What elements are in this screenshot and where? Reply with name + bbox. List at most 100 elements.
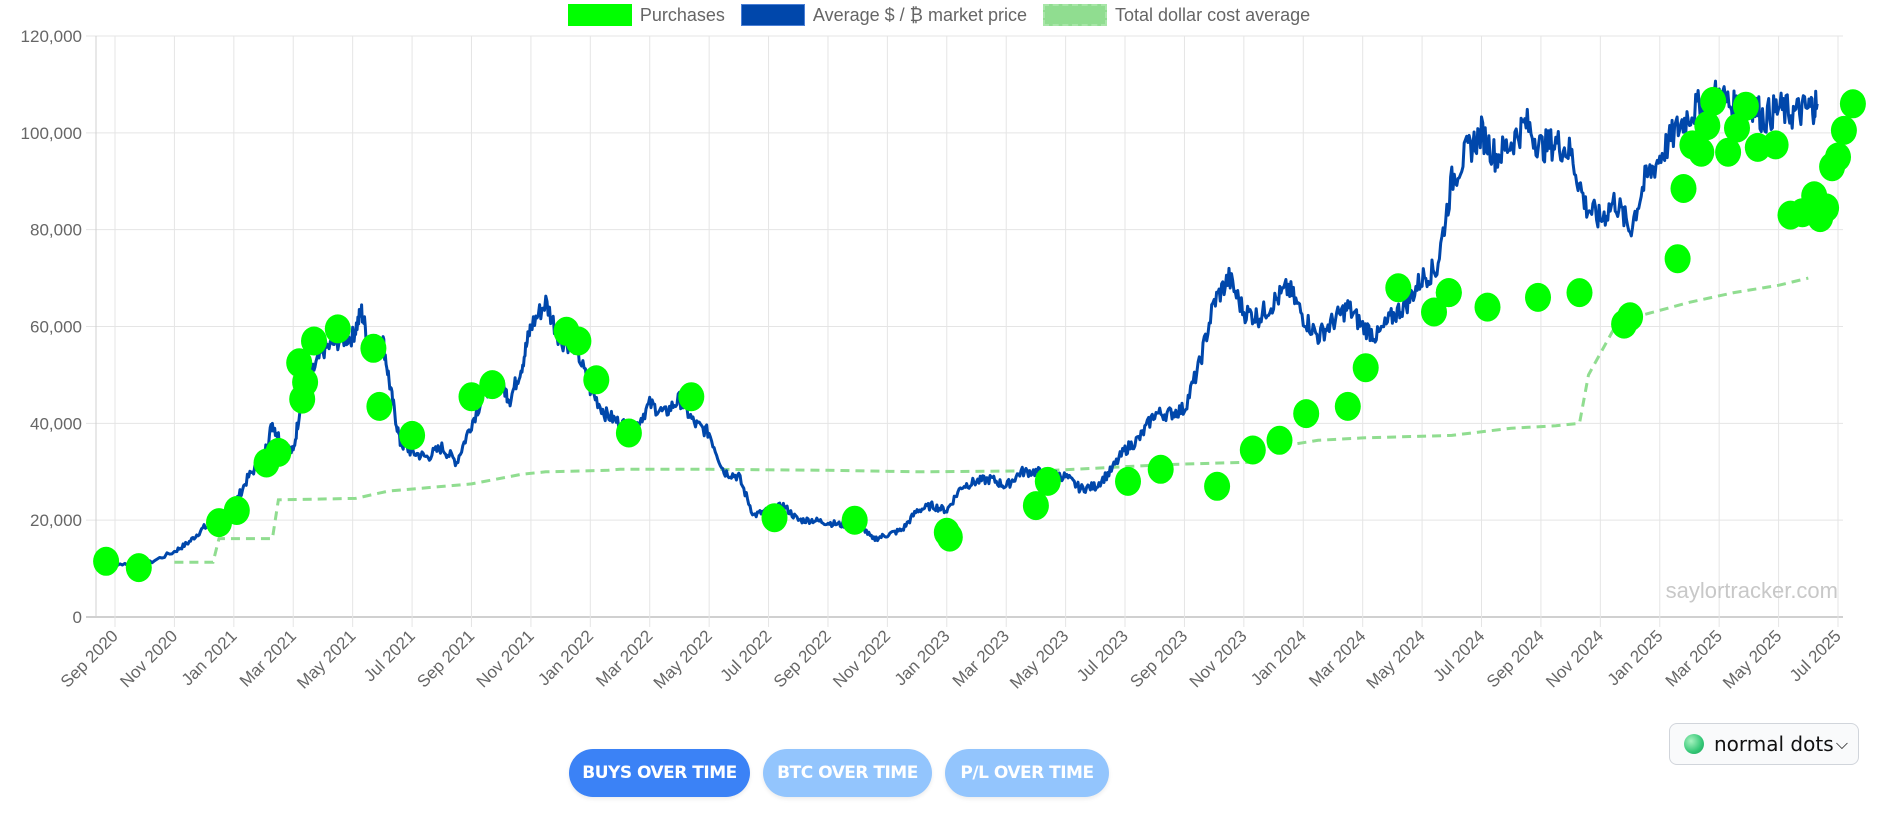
purchase-dot[interactable] xyxy=(1670,174,1697,203)
dot-style-dropdown[interactable]: normal dots ⌵ xyxy=(1669,723,1859,765)
purchase-dot[interactable] xyxy=(1204,471,1231,501)
legend-item-purchases[interactable]: Purchases xyxy=(567,4,725,26)
purchase-dot[interactable] xyxy=(583,365,610,395)
purchase-dot[interactable] xyxy=(1688,137,1715,167)
legend-item-avg-price[interactable]: Average $ / ₿ market price xyxy=(740,4,1028,26)
legend-label-dca: Total dollar cost average xyxy=(1115,4,1311,25)
purchase-dot[interactable] xyxy=(1700,86,1727,116)
legend-item-dca[interactable]: Total dollar cost average xyxy=(1043,4,1310,26)
purchase-dots[interactable] xyxy=(93,86,1866,583)
purchase-dot[interactable] xyxy=(1566,278,1593,308)
x-tick-label: Mar 2025 xyxy=(1662,626,1726,690)
purchase-dot[interactable] xyxy=(1474,292,1501,322)
y-tick-label: 0 xyxy=(73,608,82,627)
chevron-down-icon: ⌵ xyxy=(1835,734,1848,753)
dca-swatch-icon xyxy=(1043,4,1108,26)
purchase-dot[interactable] xyxy=(1762,130,1789,160)
purchase-dot[interactable] xyxy=(1147,454,1174,484)
purchase-dot[interactable] xyxy=(1724,113,1750,143)
purchase-dot[interactable] xyxy=(1293,399,1320,429)
x-tick-label: Nov 2023 xyxy=(1186,626,1251,691)
y-tick-label: 100,000 xyxy=(21,124,82,143)
purchase-dot[interactable] xyxy=(1022,491,1049,521)
purchase-dot[interactable] xyxy=(399,420,426,450)
x-tick-label: May 2023 xyxy=(1006,626,1072,692)
x-tick-label: Nov 2022 xyxy=(829,626,894,691)
y-tick-label: 120,000 xyxy=(21,27,82,46)
green-ball-icon xyxy=(1684,734,1704,754)
x-tick-label: Jan 2021 xyxy=(178,626,241,689)
purchase-dot[interactable] xyxy=(223,496,250,525)
purchase-dot[interactable] xyxy=(1664,244,1691,274)
chart-grid xyxy=(86,35,1843,627)
purchase-dot[interactable] xyxy=(1617,302,1644,332)
purchase-dot[interactable] xyxy=(841,505,868,535)
purchase-dot[interactable] xyxy=(1694,111,1721,141)
x-tick-label: Jul 2023 xyxy=(1073,626,1132,685)
purchase-dot[interactable] xyxy=(1239,435,1266,465)
purchase-dot[interactable] xyxy=(936,522,963,552)
purchase-dot[interactable] xyxy=(1825,142,1851,172)
btc-over-time-button[interactable]: BTC OVER TIME xyxy=(763,749,932,797)
watermark: saylortracker.com xyxy=(1666,578,1838,603)
purchase-dot[interactable] xyxy=(125,553,152,583)
x-tick-label: Mar 2021 xyxy=(236,626,300,690)
purchase-dot[interactable] xyxy=(366,391,393,421)
y-tick-label: 80,000 xyxy=(30,221,82,240)
x-tick-label: Jan 2025 xyxy=(1604,626,1667,689)
x-tick-label: Sep 2021 xyxy=(413,626,478,691)
purchase-dot[interactable] xyxy=(1839,89,1866,119)
price-chart[interactable]: 020,00040,00060,00080,000100,000120,000 … xyxy=(0,0,1878,720)
x-tick-label: Nov 2020 xyxy=(116,626,181,691)
purchase-dot[interactable] xyxy=(1435,278,1462,308)
purchase-dot[interactable] xyxy=(93,546,120,576)
purchase-dot[interactable] xyxy=(615,418,642,448)
legend-label-avg-price: Average $ / ₿ market price xyxy=(812,4,1028,25)
purchase-dot[interactable] xyxy=(360,333,387,363)
x-tick-label: Mar 2023 xyxy=(949,626,1013,690)
purchase-dot[interactable] xyxy=(292,367,319,397)
x-tick-label: Mar 2022 xyxy=(592,626,656,690)
purchase-dot[interactable] xyxy=(1115,466,1141,496)
pl-over-time-button[interactable]: P/L OVER TIME xyxy=(945,749,1109,797)
x-tick-label: May 2024 xyxy=(1363,626,1429,692)
purchase-dot[interactable] xyxy=(1266,425,1293,455)
purchase-dot[interactable] xyxy=(1525,282,1551,312)
x-tick-label: Jan 2024 xyxy=(1247,626,1310,689)
purchase-dot[interactable] xyxy=(678,382,705,412)
x-tick-label: Sep 2024 xyxy=(1483,626,1548,691)
x-tick-label: Mar 2024 xyxy=(1305,626,1369,690)
y-tick-label: 60,000 xyxy=(30,318,82,337)
purchase-dot[interactable] xyxy=(479,370,506,400)
y-tick-label: 40,000 xyxy=(30,414,82,433)
purchase-dot[interactable] xyxy=(761,503,788,533)
purchase-dot[interactable] xyxy=(324,314,351,344)
x-tick-label: May 2021 xyxy=(293,626,359,692)
x-tick-label: Nov 2021 xyxy=(473,626,538,691)
x-tick-label: May 2025 xyxy=(1719,626,1785,692)
x-tick-label: Sep 2022 xyxy=(770,626,835,691)
x-tick-label: Jul 2024 xyxy=(1429,626,1488,685)
purchase-dot[interactable] xyxy=(458,382,485,412)
purchase-dot[interactable] xyxy=(1813,193,1840,223)
purchase-dot[interactable] xyxy=(301,326,327,356)
purchase-dot[interactable] xyxy=(1034,466,1061,496)
buys-over-time-button[interactable]: BUYS OVER TIME xyxy=(569,749,750,797)
legend-label-purchases: Purchases xyxy=(639,4,725,25)
y-axis: 0 20,000 40,000 60,000 80,000 100,000 120,000 xyxy=(21,27,82,627)
x-tick-label: Jul 2025 xyxy=(1786,626,1845,685)
purchase-dot[interactable] xyxy=(1715,137,1742,167)
x-tick-label: Jul 2022 xyxy=(716,626,775,685)
purchase-dot[interactable] xyxy=(1830,115,1857,145)
purchases-swatch-icon xyxy=(567,4,632,26)
purchase-dot[interactable] xyxy=(265,437,292,467)
purchase-dot[interactable] xyxy=(1421,297,1447,327)
purchase-dot[interactable] xyxy=(1352,353,1379,383)
purchase-dot[interactable] xyxy=(1385,273,1412,303)
purchase-dot[interactable] xyxy=(565,326,592,356)
dropdown-selected-label: normal dots xyxy=(1714,732,1834,756)
purchase-dot[interactable] xyxy=(1732,91,1759,121)
x-tick-label: Sep 2020 xyxy=(57,626,122,691)
purchase-dot[interactable] xyxy=(1334,391,1361,421)
